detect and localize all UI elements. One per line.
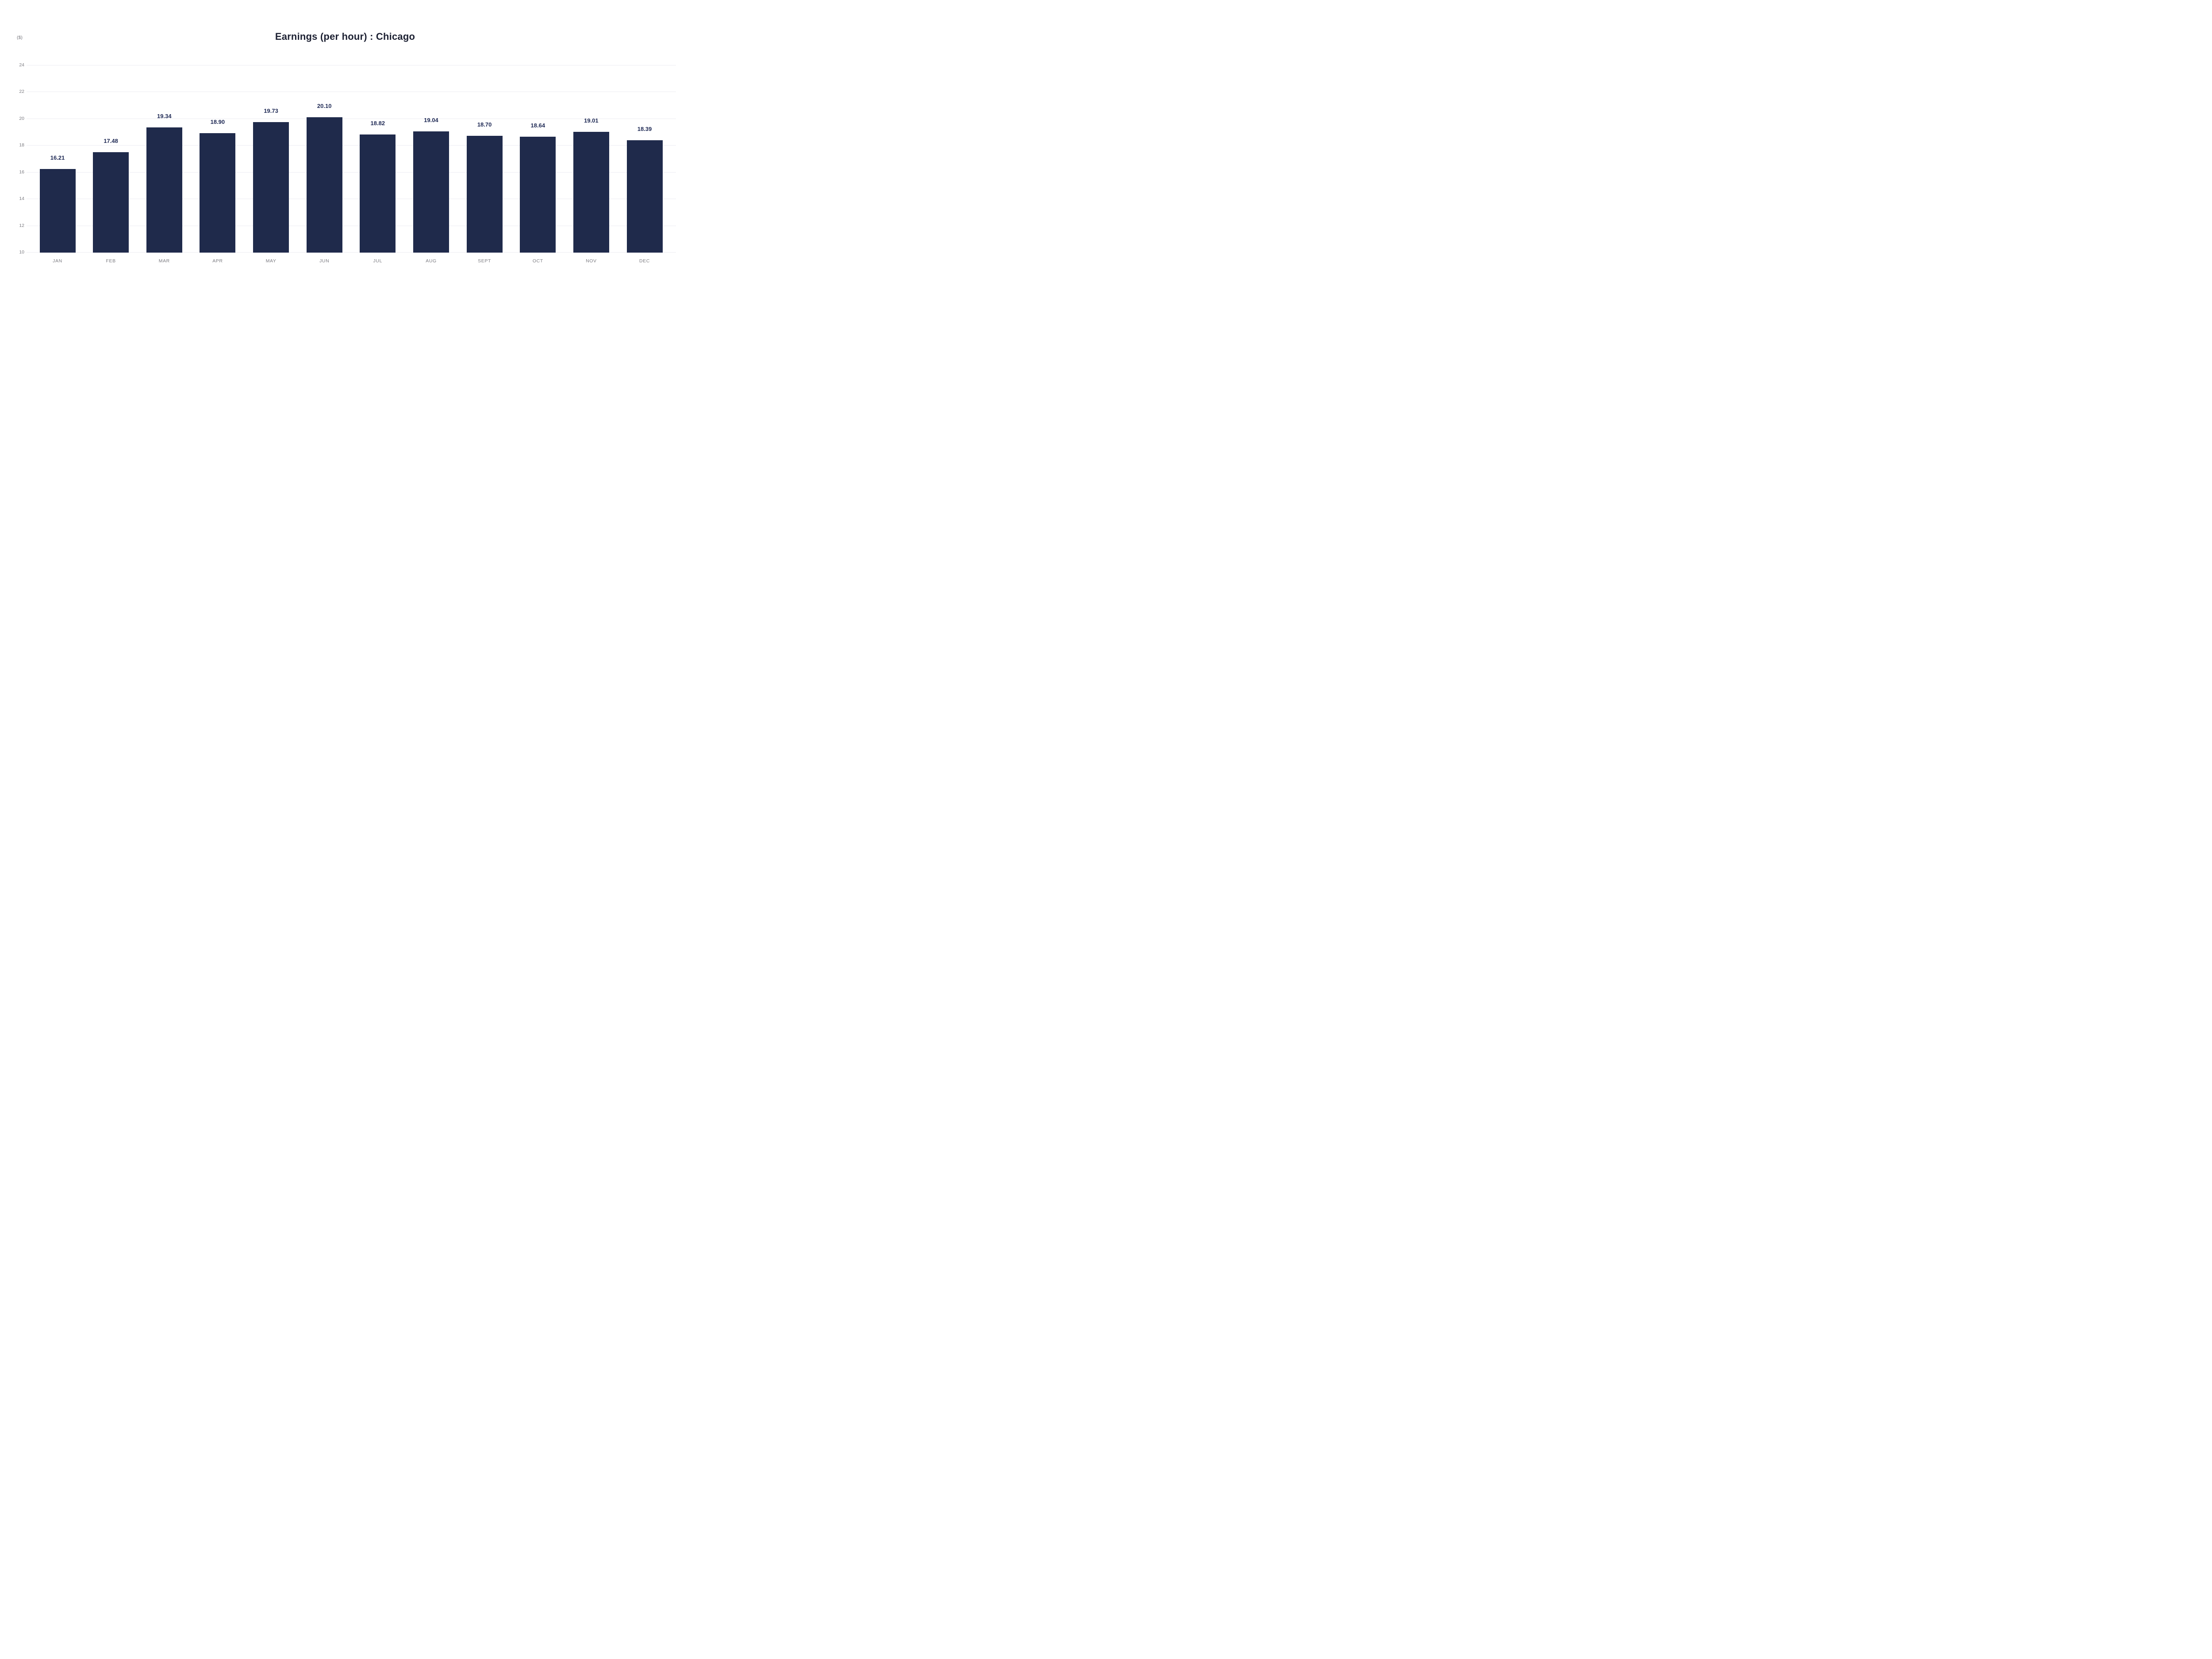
bar[interactable] [146, 127, 182, 253]
bar[interactable] [360, 134, 396, 253]
x-axis-label: AUG [426, 258, 437, 264]
bar[interactable] [573, 131, 609, 253]
y-tick-label: 12 [19, 223, 24, 228]
bar-value-label: 18.70 [477, 121, 492, 128]
gridline [27, 172, 676, 173]
bar-value-label: 17.48 [104, 138, 118, 144]
x-axis-label: MAR [158, 258, 170, 264]
bar[interactable] [200, 133, 236, 253]
bar-value-label: 20.10 [317, 102, 332, 109]
bar-value-label: 19.01 [584, 117, 599, 124]
x-axis-label: FEB [106, 258, 116, 264]
bar[interactable] [413, 131, 449, 253]
x-axis-label: OCT [532, 258, 543, 264]
bar[interactable] [253, 122, 289, 253]
bar[interactable] [39, 169, 76, 253]
chart-title: Earnings (per hour) : Chicago [275, 31, 415, 42]
y-tick-label: 16 [19, 169, 24, 175]
x-axis-label: MAY [265, 258, 276, 264]
y-tick-label: 22 [19, 89, 24, 95]
bar[interactable] [306, 117, 342, 253]
y-tick-label: 14 [19, 196, 24, 202]
x-axis-label: SEPT [478, 258, 491, 264]
bar[interactable] [466, 136, 503, 253]
x-axis-label: JUL [373, 258, 383, 264]
bar-value-label: 18.64 [530, 122, 545, 129]
bar-value-label: 16.21 [50, 154, 65, 161]
x-axis-label: JUN [319, 258, 330, 264]
bar-value-label: 18.39 [637, 125, 652, 132]
bar-value-label: 18.90 [210, 119, 225, 126]
bar-value-label: 19.34 [157, 112, 172, 119]
bar[interactable] [626, 140, 663, 253]
y-tick-label: 18 [19, 142, 24, 148]
x-axis-label: APR [212, 258, 223, 264]
bar-value-label: 19.73 [264, 108, 278, 114]
y-tick-label: 10 [19, 250, 24, 255]
bar-chart: ($) Earnings (per hour) : Chicago 24 22 20… [0, 0, 690, 332]
y-tick-label: 20 [19, 115, 24, 121]
gridline [27, 252, 676, 253]
bar-value-label: 18.82 [370, 119, 385, 127]
bar-value-label: 19.04 [424, 116, 438, 123]
x-axis-label: JAN [53, 258, 62, 264]
y-axis-unit-label: ($) [17, 35, 23, 40]
gridline [27, 145, 676, 146]
bar[interactable] [520, 136, 556, 253]
y-tick-label: 24 [19, 62, 24, 68]
x-axis-label: DEC [639, 258, 650, 264]
bar[interactable] [93, 152, 129, 253]
x-axis-label: NOV [586, 258, 597, 264]
